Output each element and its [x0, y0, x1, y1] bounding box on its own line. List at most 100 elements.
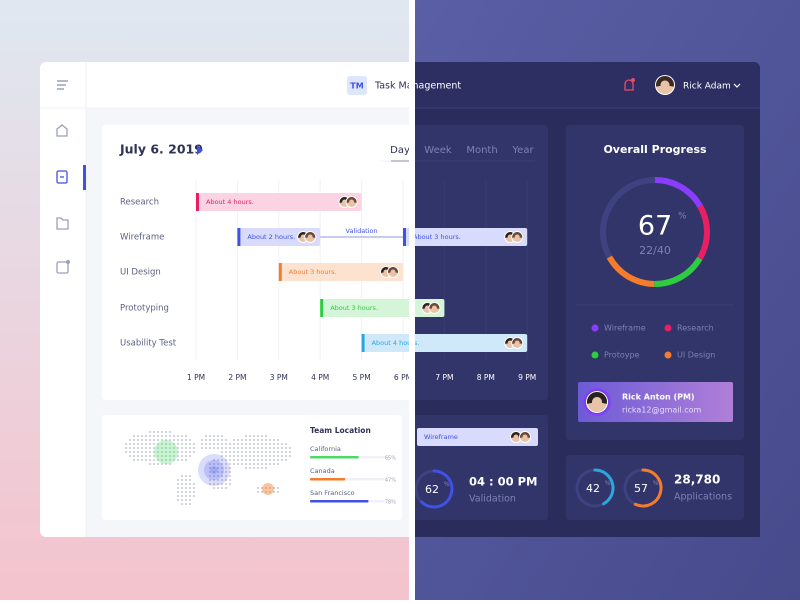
- map-dot: [141, 455, 143, 457]
- schedule-date: July 6. 2019: [119, 142, 203, 157]
- task-bar[interactable]: [320, 299, 444, 317]
- map-dot: [261, 451, 263, 453]
- bell-icon[interactable]: [624, 79, 634, 91]
- map-dot: [265, 447, 267, 449]
- map-dot: [281, 443, 283, 445]
- map-dot: [157, 451, 159, 453]
- map-dot: [161, 459, 163, 461]
- task-bar[interactable]: [403, 228, 528, 246]
- progress-segment: [654, 256, 703, 287]
- map-dot: [185, 447, 187, 449]
- map-dot: [229, 483, 231, 485]
- upcoming-time: 04 : 00 PM: [469, 475, 538, 489]
- manager-card[interactable]: [578, 382, 733, 422]
- map-dot: [189, 491, 191, 493]
- task-bar[interactable]: [278, 263, 403, 281]
- map-dot: [205, 447, 207, 449]
- map-dot: [141, 451, 143, 453]
- legend-dot: [664, 351, 672, 359]
- map-dot: [153, 431, 155, 433]
- task-bar[interactable]: [361, 334, 528, 352]
- map-dot: [165, 447, 167, 449]
- hour-label: 6 PM: [394, 373, 412, 382]
- map-dot: [253, 435, 255, 437]
- map-dot: [213, 439, 215, 441]
- progress-segment: [606, 255, 655, 287]
- folder-icon[interactable]: [56, 217, 69, 230]
- map-dot: [153, 459, 155, 461]
- map-dot: [241, 463, 243, 465]
- map-dot: [265, 463, 267, 465]
- location-bar: [310, 456, 359, 459]
- date-arrow[interactable]: [197, 145, 203, 155]
- view-tab[interactable]: Week: [424, 145, 452, 156]
- map-dot: [261, 439, 263, 441]
- task-bar[interactable]: [362, 334, 528, 352]
- map-dot: [145, 435, 147, 437]
- map-dot: [153, 435, 155, 437]
- map-dot: [189, 503, 191, 505]
- map-dot: [265, 487, 267, 489]
- ring-value: 42: [586, 482, 600, 495]
- map-dot: [257, 455, 259, 457]
- map-dot: [181, 455, 183, 457]
- map-dot: [181, 491, 183, 493]
- map-dot: [237, 459, 239, 461]
- progress-segment: [654, 177, 703, 208]
- map-dot: [237, 447, 239, 449]
- map-dot: [273, 463, 275, 465]
- add-icon[interactable]: [56, 261, 69, 274]
- map-dot: [277, 447, 279, 449]
- tasks-icon[interactable]: [56, 170, 68, 184]
- map-dot: [217, 487, 219, 489]
- map-dot: [253, 459, 255, 461]
- map-dot: [273, 439, 275, 441]
- map-dot: [257, 487, 259, 489]
- map-dot: [161, 451, 163, 453]
- hour-label: 3 PM: [270, 373, 288, 382]
- map-dot: [261, 467, 263, 469]
- home-icon[interactable]: [56, 124, 68, 137]
- map-dot: [289, 455, 291, 457]
- map-dot: [193, 483, 195, 485]
- map-marker: [198, 454, 230, 486]
- map-dot: [189, 479, 191, 481]
- user-name[interactable]: Rick Adam: [683, 82, 731, 92]
- map-dot: [225, 463, 227, 465]
- upcoming-task: Wireframe: [424, 433, 458, 441]
- map-dot: [173, 435, 175, 437]
- map-dot: [221, 459, 223, 461]
- hour-label: 2 PM: [228, 373, 246, 382]
- map-dot: [169, 451, 171, 453]
- view-tab[interactable]: Day: [390, 145, 410, 156]
- map-dot: [221, 479, 223, 481]
- map-dot: [237, 451, 239, 453]
- map-dot: [229, 467, 231, 469]
- map-dot: [253, 447, 255, 449]
- map-dot: [253, 451, 255, 453]
- map-dot: [177, 439, 179, 441]
- hour-label: 4 PM: [311, 373, 329, 382]
- ring-unit: %: [444, 481, 450, 488]
- map-dot: [125, 451, 127, 453]
- map-dot: [157, 447, 159, 449]
- map-dot: [229, 479, 231, 481]
- map-dot: [177, 455, 179, 457]
- map-dot: [185, 443, 187, 445]
- map-dot: [205, 443, 207, 445]
- task-bar-edge: [278, 263, 282, 281]
- avatar-hair: [520, 432, 530, 438]
- legend-dot: [591, 324, 599, 332]
- view-tab[interactable]: Month: [466, 145, 497, 156]
- map-dot: [161, 431, 163, 433]
- map-dot: [181, 459, 183, 461]
- task-bar[interactable]: [196, 193, 362, 211]
- map-dot: [241, 443, 243, 445]
- map-dot: [157, 463, 159, 465]
- view-tab[interactable]: Year: [511, 145, 534, 156]
- upcoming-bar[interactable]: [417, 428, 538, 446]
- map-dot: [273, 487, 275, 489]
- manager-email: ricka12@gmail.com: [622, 406, 702, 415]
- add-icon-dot: [66, 260, 70, 264]
- map-dot: [265, 435, 267, 437]
